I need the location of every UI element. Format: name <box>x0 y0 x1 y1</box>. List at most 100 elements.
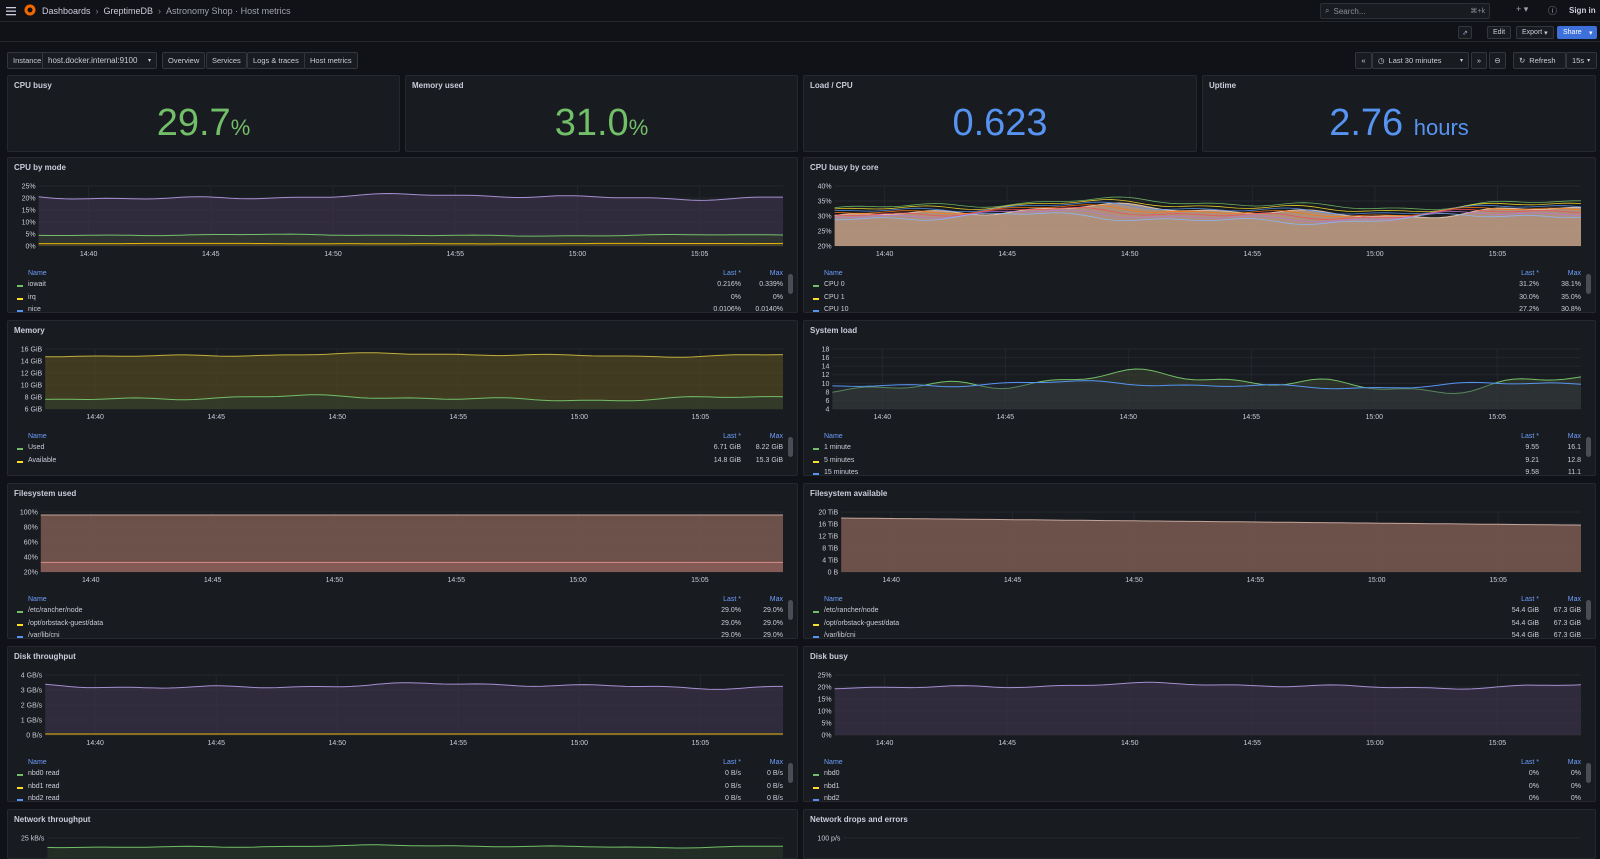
edit-button[interactable]: Edit <box>1487 26 1512 39</box>
instance-select[interactable]: host.docker.internal:9100 ▾ <box>42 52 157 69</box>
breadcrumb-greptimedb[interactable]: GreptimeDB <box>103 6 154 16</box>
zoom-out-button[interactable]: ⊖ <box>1489 52 1506 69</box>
legend-row[interactable]: iowait 0.216% 0.339% <box>14 281 783 294</box>
legend-row[interactable]: /opt/orbstack-guest/data 54.4 GiB 67.3 GiB <box>810 620 1581 633</box>
panel-cpu-busy-by-core[interactable]: CPU busy by core 40% 35% 30% 25% 20% 14:40 14:4… <box>803 157 1596 313</box>
time-range-picker[interactable]: ◷ Last 30 minutes ▾ <box>1372 52 1469 69</box>
legend-row[interactable]: 5 minutes 9.21 12.8 <box>810 457 1581 470</box>
legend-row[interactable]: /opt/orbstack-guest/data 29.0% 29.0% <box>14 620 783 633</box>
legend-scrollbar[interactable] <box>788 437 793 457</box>
stat-panel-cpu-busy[interactable]: CPU busy 29.7% <box>7 75 400 152</box>
legend-header-name[interactable]: Name <box>824 433 843 440</box>
refresh-button[interactable]: ↻ Refresh <box>1513 52 1566 69</box>
legend-scrollbar[interactable] <box>788 274 793 294</box>
time-forward-button[interactable]: » <box>1471 52 1487 69</box>
legend-scrollbar[interactable] <box>1586 600 1591 620</box>
time-series-chart[interactable]: 16 GiB 14 GiB 12 GiB 10 GiB 8 GiB 6 GiB 14:40 1… <box>10 341 797 431</box>
panel-filesystem-available[interactable]: Filesystem available 20 TiB 16 TiB 12 TiB 8 … <box>803 483 1596 639</box>
panel-disk-throughput[interactable]: Disk throughput 4 GB/s 3 GB/s 2 GB/s 1 GB/s 0… <box>7 646 798 802</box>
legend-header-max[interactable]: Max <box>1567 596 1581 603</box>
legend-header-name[interactable]: Name <box>28 759 47 766</box>
time-series-chart[interactable]: 25% 20% 15% 10% 5% 0% 14:40 14:45 14:50 14:55 15:0… <box>10 178 797 268</box>
legend-row[interactable]: CPU 0 31.2% 38.1% <box>810 281 1581 294</box>
legend-scrollbar[interactable] <box>788 600 793 620</box>
legend-header-name[interactable]: Name <box>824 270 843 277</box>
legend-row[interactable]: Available 14.8 GiB 15.3 GiB <box>14 457 783 470</box>
search-input[interactable]: ⌕ Search... ⌘+k <box>1320 3 1490 19</box>
legend-header-max[interactable]: Max <box>769 270 783 277</box>
legend-header-last[interactable]: Last * <box>1521 433 1539 440</box>
legend-row[interactable]: irq 0% 0% <box>14 294 783 307</box>
panel-filesystem-used[interactable]: Filesystem used 100% 80% 60% 40% 20% 14:40 14:4… <box>7 483 798 639</box>
panel-system-load[interactable]: System load 18 16 14 12 10 8 6 4 14:40 14:45 14:50 1… <box>803 320 1596 476</box>
panel-network-throughput[interactable]: Network throughput 25 kB/s <box>7 809 798 859</box>
legend-scrollbar[interactable] <box>1586 274 1591 294</box>
menu-icon[interactable] <box>6 5 16 16</box>
share-link-icon[interactable]: ⇗ <box>1458 26 1472 39</box>
legend-header-name[interactable]: Name <box>824 759 843 766</box>
legend-header-max[interactable]: Max <box>769 433 783 440</box>
legend-row[interactable]: /etc/rancher/node 29.0% 29.0% <box>14 607 783 620</box>
stat-panel-memory-used[interactable]: Memory used 31.0% <box>405 75 798 152</box>
legend-header-max[interactable]: Max <box>1567 270 1581 277</box>
legend-header-last[interactable]: Last * <box>723 596 741 603</box>
legend-row[interactable]: nbd1 0% 0% <box>810 783 1581 796</box>
link-services[interactable]: Services <box>206 52 247 69</box>
legend-row[interactable]: nbd0 0% 0% <box>810 770 1581 783</box>
panel-cpu-by-mode[interactable]: CPU by mode 25% 20% 15% 10% 5% 0% 14:40 14:45 14:… <box>7 157 798 313</box>
help-icon[interactable]: ⓘ <box>1548 6 1558 16</box>
legend-row[interactable]: 15 minutes 9.58 11.1 <box>810 469 1581 475</box>
legend-header-last[interactable]: Last * <box>723 270 741 277</box>
legend-header-last[interactable]: Last * <box>1521 759 1539 766</box>
link-logs-traces[interactable]: Logs & traces <box>247 52 305 69</box>
legend-header-name[interactable]: Name <box>28 596 47 603</box>
legend-header-max[interactable]: Max <box>769 596 783 603</box>
share-button[interactable]: Share <box>1557 26 1588 39</box>
legend-row[interactable]: /var/lib/cni 29.0% 29.0% <box>14 632 783 638</box>
time-series-chart[interactable]: 40% 35% 30% 25% 20% 14:40 14:45 14:50 14:55 15:00… <box>806 178 1595 268</box>
legend-header-name[interactable]: Name <box>28 433 47 440</box>
legend-header-last[interactable]: Last * <box>1521 270 1539 277</box>
legend-header-last[interactable]: Last * <box>1521 596 1539 603</box>
sign-in-link[interactable]: Sign in <box>1569 6 1596 15</box>
legend-header-max[interactable]: Max <box>1567 433 1581 440</box>
legend-row[interactable]: nbd2 0% 0% <box>810 795 1581 801</box>
legend-row[interactable]: Used 6.71 GiB 8.22 GiB <box>14 444 783 457</box>
time-series-chart[interactable]: 100% 80% 60% 40% 20% 14:40 14:45 14:50 14:55 15:0… <box>10 504 797 594</box>
breadcrumb-dashboards[interactable]: Dashboards <box>42 6 91 16</box>
add-new-button[interactable]: + ▾ <box>1516 4 1529 14</box>
legend-row[interactable]: 1 minute 9.55 16.1 <box>810 444 1581 457</box>
legend-row[interactable]: nbd2 read 0 B/s 0 B/s <box>14 795 783 801</box>
grafana-logo-icon[interactable] <box>24 4 36 16</box>
stat-panel-uptime[interactable]: Uptime 2.76 hours <box>1202 75 1596 152</box>
refresh-interval-select[interactable]: 15s ▾ <box>1566 52 1597 69</box>
legend-header-max[interactable]: Max <box>1567 759 1581 766</box>
legend-row[interactable]: /etc/rancher/node 54.4 GiB 67.3 GiB <box>810 607 1581 620</box>
legend-scrollbar[interactable] <box>1586 763 1591 783</box>
legend-row[interactable]: nbd0 read 0 B/s 0 B/s <box>14 770 783 783</box>
time-series-chart[interactable]: 4 GB/s 3 GB/s 2 GB/s 1 GB/s 0 B/s 14:40 14:45 1… <box>10 667 797 757</box>
panel-network-drops-and-errors[interactable]: Network drops and errors 100 p/s80 p/s <box>803 809 1596 859</box>
legend-row[interactable]: /var/lib/cni 54.4 GiB 67.3 GiB <box>810 632 1581 638</box>
time-series-chart[interactable]: 100 p/s80 p/s <box>806 830 1595 859</box>
time-series-chart[interactable]: 20 TiB 16 TiB 12 TiB 8 TiB 4 TiB 0 B 14:40 14:4… <box>806 504 1595 594</box>
panel-memory[interactable]: Memory 16 GiB 14 GiB 12 GiB 10 GiB 8 GiB 6 GiB… <box>7 320 798 476</box>
legend-row[interactable]: CPU 1 30.0% 35.0% <box>810 294 1581 307</box>
legend-row[interactable]: nice 0.0106% 0.0140% <box>14 306 783 312</box>
legend-header-last[interactable]: Last * <box>723 759 741 766</box>
panel-disk-busy[interactable]: Disk busy 25% 20% 15% 10% 5% 0% 14:40 14:45 14:50… <box>803 646 1596 802</box>
legend-scrollbar[interactable] <box>1586 437 1591 457</box>
link-overview[interactable]: Overview <box>162 52 206 69</box>
share-dropdown-button[interactable]: ▾ <box>1585 26 1597 39</box>
link-host-metrics[interactable]: Host metrics <box>304 52 358 69</box>
legend-header-max[interactable]: Max <box>769 759 783 766</box>
legend-header-name[interactable]: Name <box>824 596 843 603</box>
legend-row[interactable]: CPU 10 27.2% 30.8% <box>810 306 1581 312</box>
time-back-button[interactable]: « <box>1355 52 1372 69</box>
export-button[interactable]: Export ▾ <box>1516 26 1554 39</box>
legend-header-last[interactable]: Last * <box>723 433 741 440</box>
stat-panel-load-per-cpu[interactable]: Load / CPU 0.623 <box>803 75 1197 152</box>
time-series-chart[interactable]: 25% 20% 15% 10% 5% 0% 14:40 14:45 14:50 14:55 15:0… <box>806 667 1595 757</box>
legend-header-name[interactable]: Name <box>28 270 47 277</box>
